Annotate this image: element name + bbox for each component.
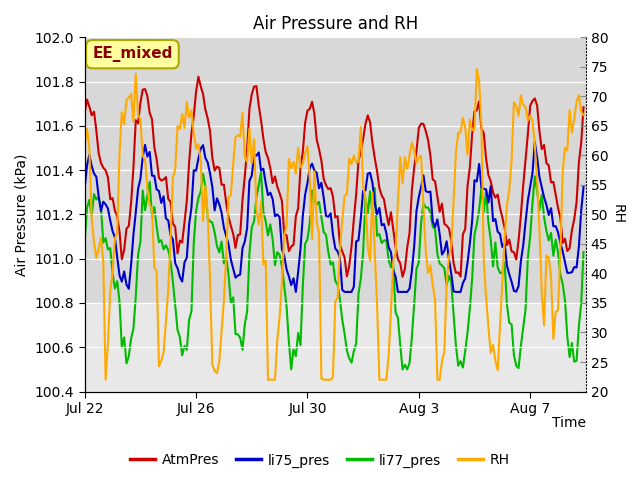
Bar: [84, 37, 586, 303]
Y-axis label: Air Pressure (kPa): Air Pressure (kPa): [15, 153, 29, 276]
Text: EE_mixed: EE_mixed: [92, 46, 173, 62]
Y-axis label: RH: RH: [611, 204, 625, 225]
Legend: AtmPres, li75_pres, li77_pres, RH: AtmPres, li75_pres, li77_pres, RH: [125, 448, 515, 473]
Title: Air Pressure and RH: Air Pressure and RH: [253, 15, 418, 33]
Text: Time: Time: [552, 416, 586, 431]
